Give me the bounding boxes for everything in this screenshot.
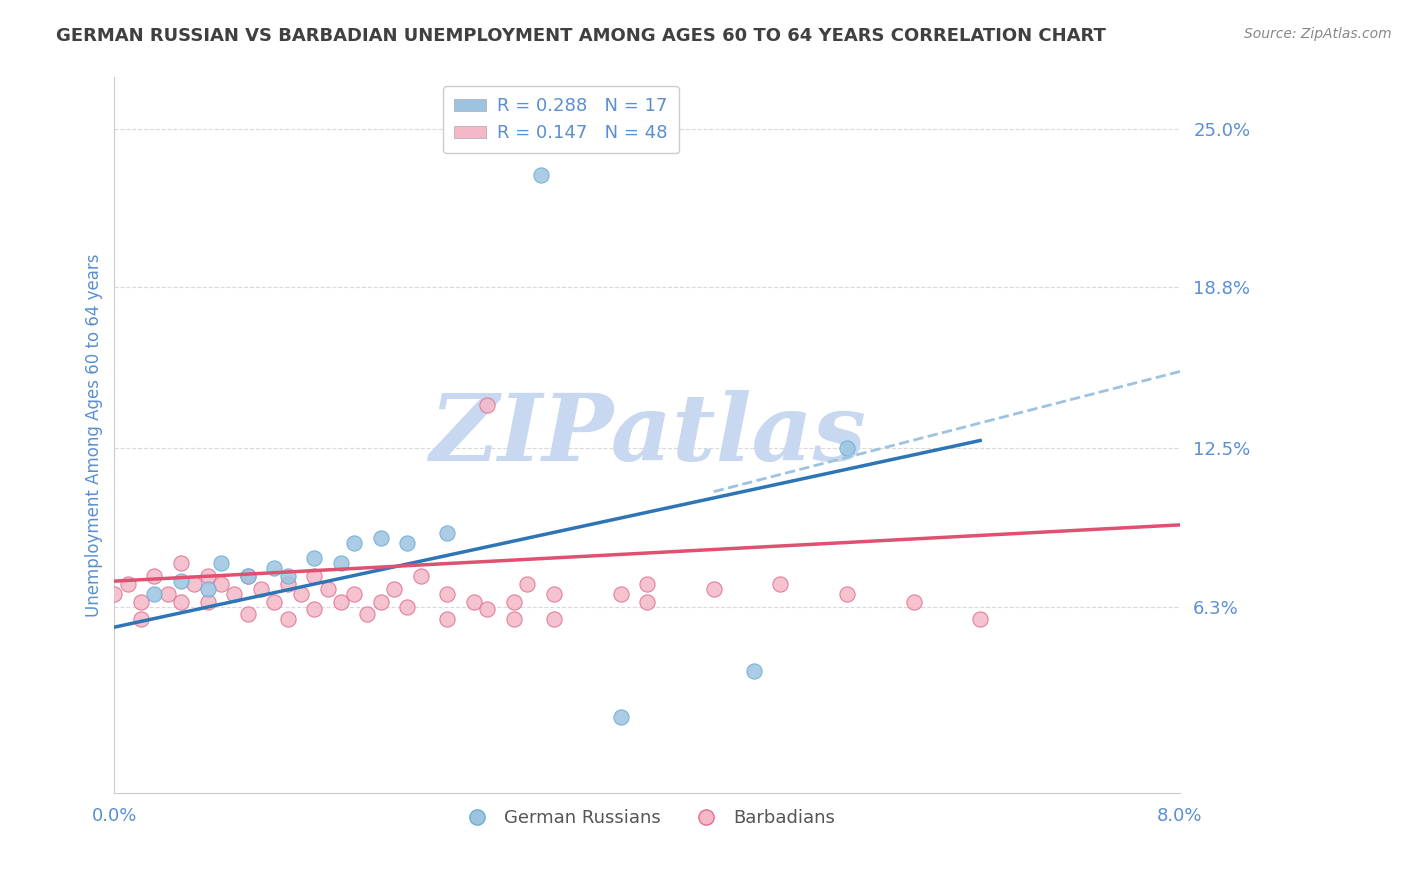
Point xyxy=(636,576,658,591)
Point xyxy=(516,576,538,591)
Point xyxy=(903,594,925,608)
Point xyxy=(197,569,219,583)
Point xyxy=(170,556,193,570)
Point xyxy=(543,587,565,601)
Point xyxy=(609,587,631,601)
Point xyxy=(197,582,219,596)
Point xyxy=(543,612,565,626)
Point xyxy=(436,525,458,540)
Point xyxy=(143,569,166,583)
Point xyxy=(436,612,458,626)
Text: Source: ZipAtlas.com: Source: ZipAtlas.com xyxy=(1244,27,1392,41)
Point xyxy=(636,594,658,608)
Point xyxy=(329,594,352,608)
Point xyxy=(236,569,259,583)
Legend: German Russians, Barbadians: German Russians, Barbadians xyxy=(451,802,842,834)
Point xyxy=(436,587,458,601)
Point xyxy=(263,594,285,608)
Point xyxy=(170,594,193,608)
Point xyxy=(183,576,205,591)
Point xyxy=(343,587,366,601)
Point xyxy=(117,576,139,591)
Point xyxy=(396,535,419,549)
Point xyxy=(209,576,232,591)
Point xyxy=(316,582,339,596)
Point xyxy=(224,587,246,601)
Point xyxy=(277,576,299,591)
Point xyxy=(530,168,553,182)
Point xyxy=(103,587,125,601)
Point xyxy=(290,587,312,601)
Point xyxy=(329,556,352,570)
Point xyxy=(129,612,152,626)
Point xyxy=(969,612,991,626)
Point xyxy=(277,612,299,626)
Y-axis label: Unemployment Among Ages 60 to 64 years: Unemployment Among Ages 60 to 64 years xyxy=(86,253,103,617)
Point xyxy=(236,569,259,583)
Point xyxy=(409,569,432,583)
Text: ZIPatlas: ZIPatlas xyxy=(429,391,866,481)
Point xyxy=(197,594,219,608)
Point xyxy=(156,587,179,601)
Point xyxy=(769,576,792,591)
Point xyxy=(503,612,526,626)
Point xyxy=(370,594,392,608)
Point xyxy=(835,587,858,601)
Point xyxy=(477,602,499,616)
Point xyxy=(703,582,725,596)
Point xyxy=(209,556,232,570)
Point xyxy=(356,607,378,622)
Text: GERMAN RUSSIAN VS BARBADIAN UNEMPLOYMENT AMONG AGES 60 TO 64 YEARS CORRELATION C: GERMAN RUSSIAN VS BARBADIAN UNEMPLOYMENT… xyxy=(56,27,1107,45)
Point xyxy=(382,582,405,596)
Point xyxy=(277,569,299,583)
Point xyxy=(370,531,392,545)
Point xyxy=(609,709,631,723)
Point xyxy=(302,602,325,616)
Point xyxy=(143,587,166,601)
Point xyxy=(503,594,526,608)
Point xyxy=(302,551,325,566)
Point xyxy=(396,599,419,614)
Point xyxy=(835,441,858,455)
Point xyxy=(463,594,485,608)
Point xyxy=(302,569,325,583)
Point xyxy=(263,561,285,575)
Point xyxy=(236,607,259,622)
Point xyxy=(129,594,152,608)
Point xyxy=(343,535,366,549)
Point xyxy=(742,664,765,678)
Point xyxy=(250,582,273,596)
Point xyxy=(170,574,193,588)
Point xyxy=(477,398,499,412)
